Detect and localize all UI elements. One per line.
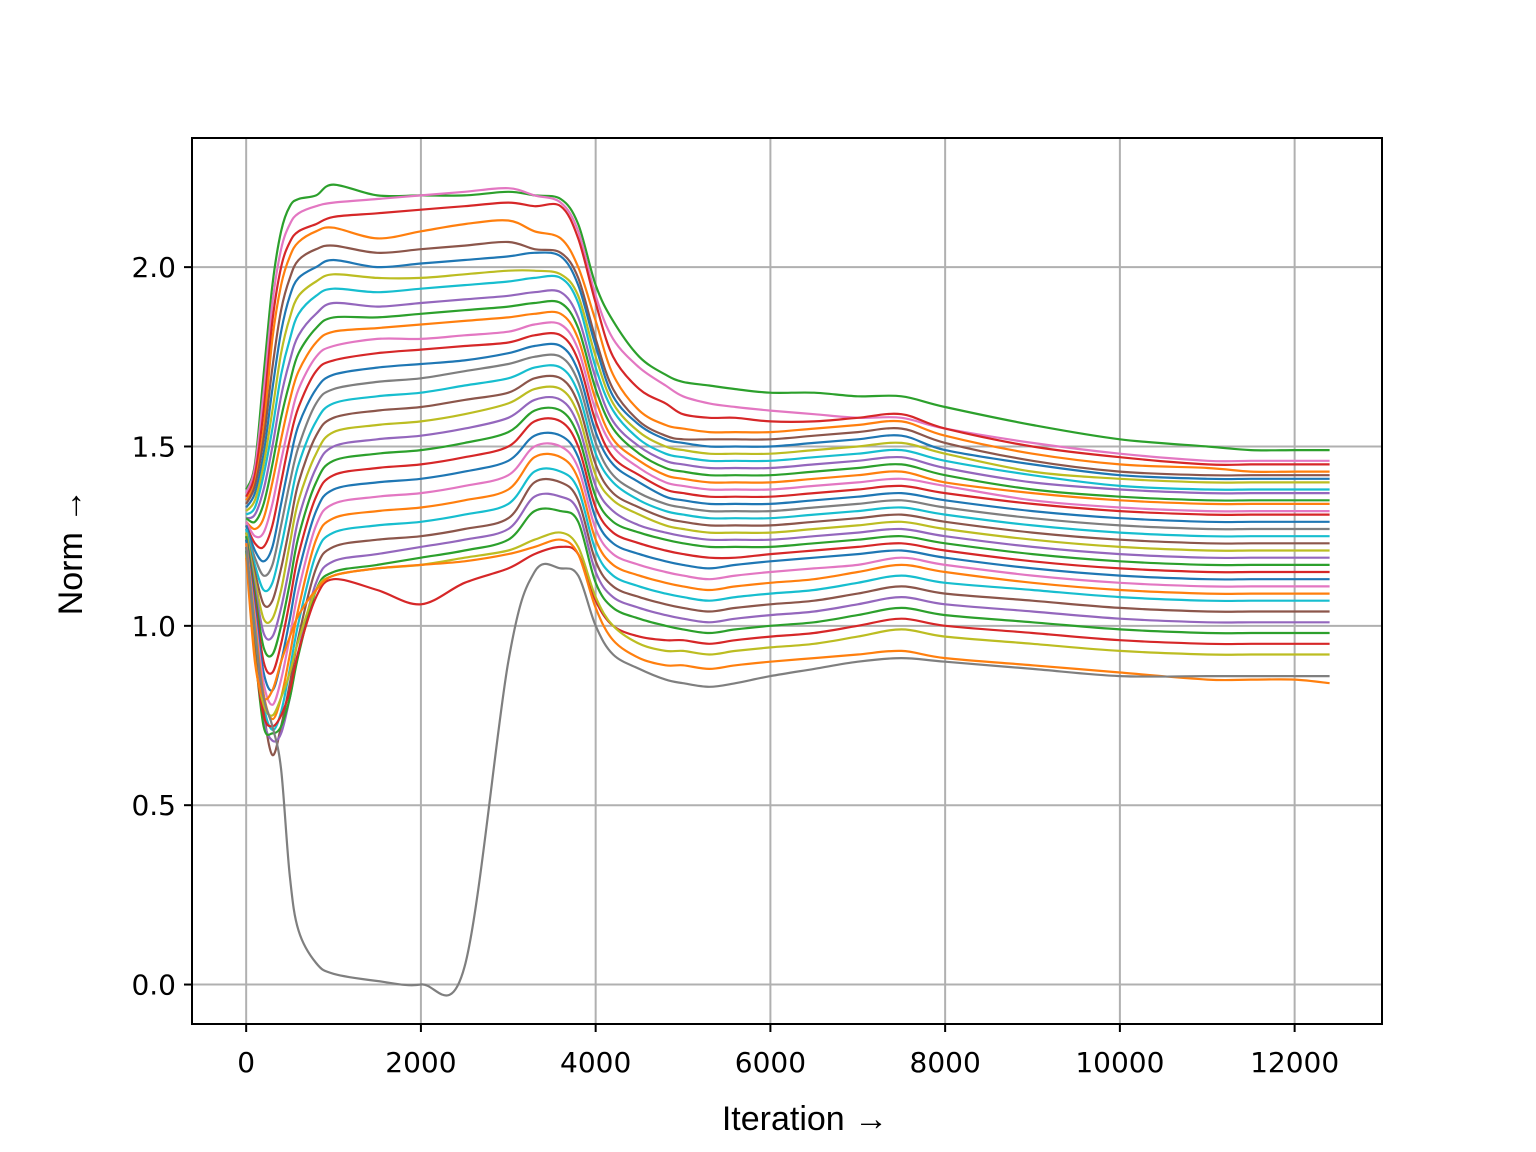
series-line-6 <box>245 251 1330 509</box>
y-tick-label: 1.0 <box>131 610 176 643</box>
series-line-1 <box>245 183 1330 490</box>
x-tick-label: 10000 <box>1075 1046 1164 1079</box>
y-tick-label: 0.5 <box>131 789 176 822</box>
x-axis-label: Iteration → <box>722 1100 888 1138</box>
series-line-22 <box>245 431 1330 692</box>
x-tick-label: 12000 <box>1250 1046 1339 1079</box>
series-line-11 <box>245 310 1330 531</box>
y-tick-label: 1.5 <box>131 430 176 463</box>
series-line-5 <box>245 240 1330 505</box>
y-tick-label: 0.0 <box>131 969 176 1002</box>
series-line-18 <box>245 385 1330 624</box>
series-line-29 <box>245 545 1330 728</box>
series-line-13 <box>245 332 1330 550</box>
y-axis-label: Norm → <box>52 489 90 616</box>
x-tick-label: 6000 <box>735 1046 806 1079</box>
series-line-32 <box>245 546 1330 997</box>
series-line-30 <box>245 531 1330 717</box>
series-line-20 <box>245 406 1330 658</box>
x-tick-label: 0 <box>237 1046 255 1079</box>
series-line-4 <box>245 219 1330 501</box>
series-line-14 <box>245 342 1330 563</box>
series-line-2 <box>245 187 1330 494</box>
series-line-26 <box>245 477 1330 757</box>
x-tick-label: 8000 <box>910 1046 981 1079</box>
series-line-9 <box>245 289 1330 520</box>
x-axis-ticks: 0 2000 4000 6000 8000 10000 12000 <box>237 1024 1339 1079</box>
series-line-12 <box>245 321 1330 539</box>
series-line-25 <box>245 467 1330 732</box>
series-line-31 <box>245 538 1330 701</box>
series-line-17 <box>245 374 1330 608</box>
series-line-16 <box>245 364 1330 593</box>
series-line-24 <box>245 452 1330 721</box>
plot-frame <box>191 137 1383 1025</box>
series-line-8 <box>245 274 1330 516</box>
series-line-19 <box>245 396 1330 641</box>
x-tick-label: 4000 <box>560 1046 631 1079</box>
series-line-21 <box>245 417 1330 675</box>
y-axis-ticks: 0.0 0.5 1.0 1.5 2.0 <box>131 251 192 1002</box>
series-lines <box>245 183 1330 997</box>
series-line-23 <box>245 442 1330 706</box>
series-line-7 <box>245 269 1330 512</box>
series-line-10 <box>245 299 1330 524</box>
series-line-15 <box>245 353 1330 577</box>
series-line-3 <box>245 201 1330 498</box>
y-tick-label: 2.0 <box>131 251 176 284</box>
x-tick-label: 2000 <box>385 1046 456 1079</box>
series-line-28 <box>245 507 1330 737</box>
